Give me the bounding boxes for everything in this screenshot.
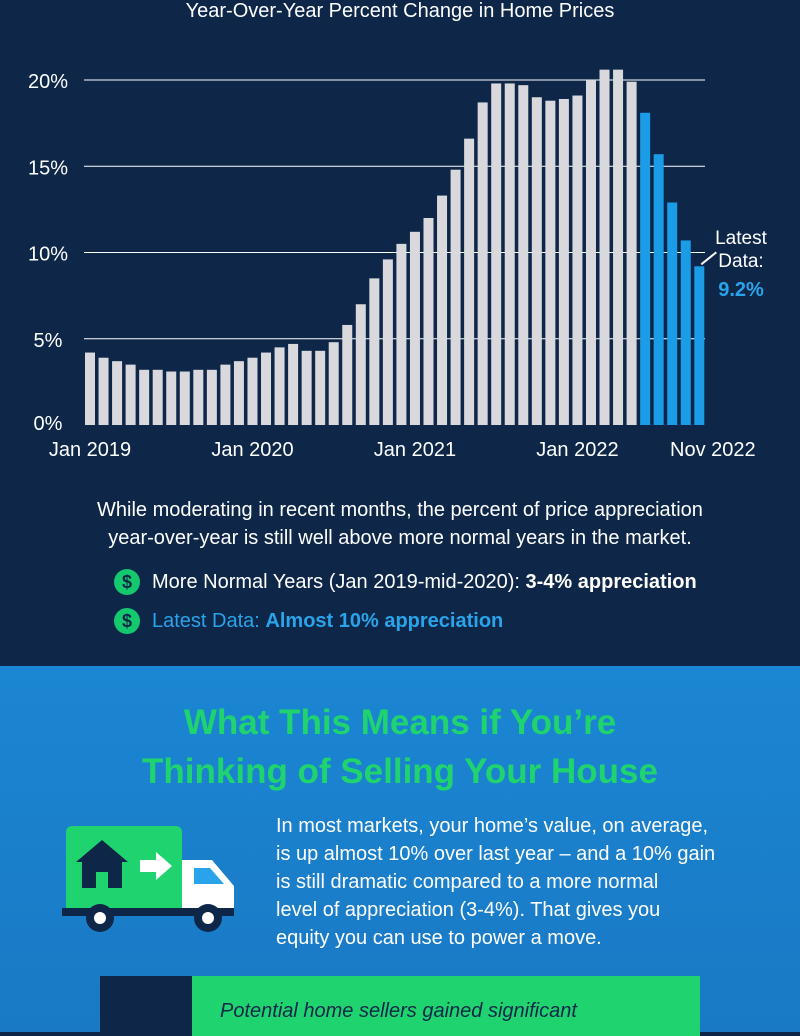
bar <box>667 202 678 425</box>
bar <box>315 350 326 425</box>
bar <box>328 342 339 425</box>
section-body: In most markets, your home’s value, on a… <box>276 812 756 952</box>
y-tick-label: 0% <box>34 413 63 435</box>
bar <box>193 369 204 425</box>
bar <box>152 369 163 425</box>
bar <box>599 69 610 426</box>
bar <box>491 83 502 425</box>
bar <box>139 369 150 425</box>
bar <box>220 364 231 425</box>
bar <box>680 240 691 425</box>
summary-line-2: year-over-year is still well above more … <box>108 527 692 549</box>
bar <box>531 97 542 425</box>
moving-truck-icon <box>62 826 234 932</box>
selling-section: What This Means if You’re Thinking of Se… <box>0 666 800 1036</box>
callout-accent <box>100 976 192 1036</box>
bar <box>572 95 583 426</box>
bar <box>477 102 488 426</box>
y-tick-label: 5% <box>34 330 63 352</box>
x-tick-label: Jan 2020 <box>211 439 293 461</box>
annotation-leader <box>700 251 717 266</box>
x-tick-label: Nov 2022 <box>670 439 756 461</box>
callout-body: Potential home sellers gained significan… <box>192 976 700 1036</box>
body-line: is still dramatic compared to a more nor… <box>276 871 659 893</box>
bar <box>653 154 664 426</box>
bar <box>437 195 448 425</box>
bar <box>626 81 637 425</box>
bar <box>206 369 217 425</box>
bar <box>261 352 272 425</box>
bullet-label: Latest Data: <box>152 609 266 632</box>
bar <box>369 278 380 425</box>
body-line: equity you can use to power a move. <box>276 927 602 949</box>
section-heading: What This Means if You’re Thinking of Se… <box>0 698 800 796</box>
y-tick-label: 15% <box>28 157 68 179</box>
x-tick-label: Jan 2022 <box>536 439 618 461</box>
bar <box>98 357 109 425</box>
body-line: In most markets, your home’s value, on a… <box>276 815 709 837</box>
bullet-label: More Normal Years (Jan 2019-mid-2020): <box>152 570 526 593</box>
chart-summary: While moderating in recent months, the p… <box>40 496 760 552</box>
bar <box>355 304 366 425</box>
x-tick-label: Jan 2019 <box>49 439 131 461</box>
annotation-value: 9.2% <box>718 279 764 301</box>
chart-title: Year-Over-Year Percent Change in Home Pr… <box>185 0 615 22</box>
y-tick-label: 10% <box>28 244 68 266</box>
bar <box>464 138 475 425</box>
bullet-normal-years: $ More Normal Years (Jan 2019-mid-2020):… <box>114 568 697 596</box>
bar <box>247 357 258 425</box>
bar <box>558 98 569 425</box>
chart-panel: Year-Over-Year Percent Change in Home Pr… <box>27 0 768 635</box>
dollar-icon: $ <box>114 569 140 595</box>
body-line: level of appreciation (3-4%). That gives… <box>276 899 661 921</box>
bar <box>112 361 123 425</box>
bar <box>504 83 515 425</box>
bar <box>409 231 420 425</box>
bar <box>125 364 136 425</box>
bar <box>585 80 596 425</box>
bar <box>274 347 285 425</box>
bar <box>166 371 177 425</box>
dollar-icon: $ <box>114 608 140 634</box>
heading-line-1: What This Means if You’re <box>183 703 617 742</box>
bar <box>233 361 244 425</box>
bar <box>396 243 407 425</box>
bar <box>518 85 529 426</box>
callout-box: Potential home sellers gained significan… <box>100 976 700 1036</box>
bar <box>640 112 651 426</box>
bar <box>613 69 624 426</box>
bar <box>450 169 461 425</box>
bullet-latest-data: $ Latest Data: Almost 10% appreciation <box>114 607 503 635</box>
heading-line-2: Thinking of Selling Your House <box>142 752 658 791</box>
callout-text: Potential home sellers gained significan… <box>220 1000 577 1022</box>
y-tick-label: 20% <box>28 71 68 93</box>
bar <box>288 343 299 425</box>
summary-line-1: While moderating in recent months, the p… <box>97 499 703 521</box>
bullet-value: Almost 10% appreciation <box>265 609 504 632</box>
annotation-label: Data: <box>718 251 763 272</box>
bar <box>694 266 705 425</box>
bar <box>382 259 393 425</box>
bar <box>545 100 556 425</box>
annotation-label: Latest <box>715 228 767 249</box>
bar <box>179 371 190 425</box>
bar <box>342 324 353 425</box>
x-tick-label: Jan 2021 <box>374 439 456 461</box>
bar <box>85 352 95 425</box>
bar-chart: 0% 5% 10% 15% 20% Jan 2019 Jan 2020 Jan 2021 Jan… <box>28 69 768 461</box>
bar <box>423 218 434 425</box>
bar <box>301 350 312 425</box>
body-line: is up almost 10% over last year – and a … <box>276 843 716 865</box>
bullet-value: 3-4% appreciation <box>525 570 697 593</box>
